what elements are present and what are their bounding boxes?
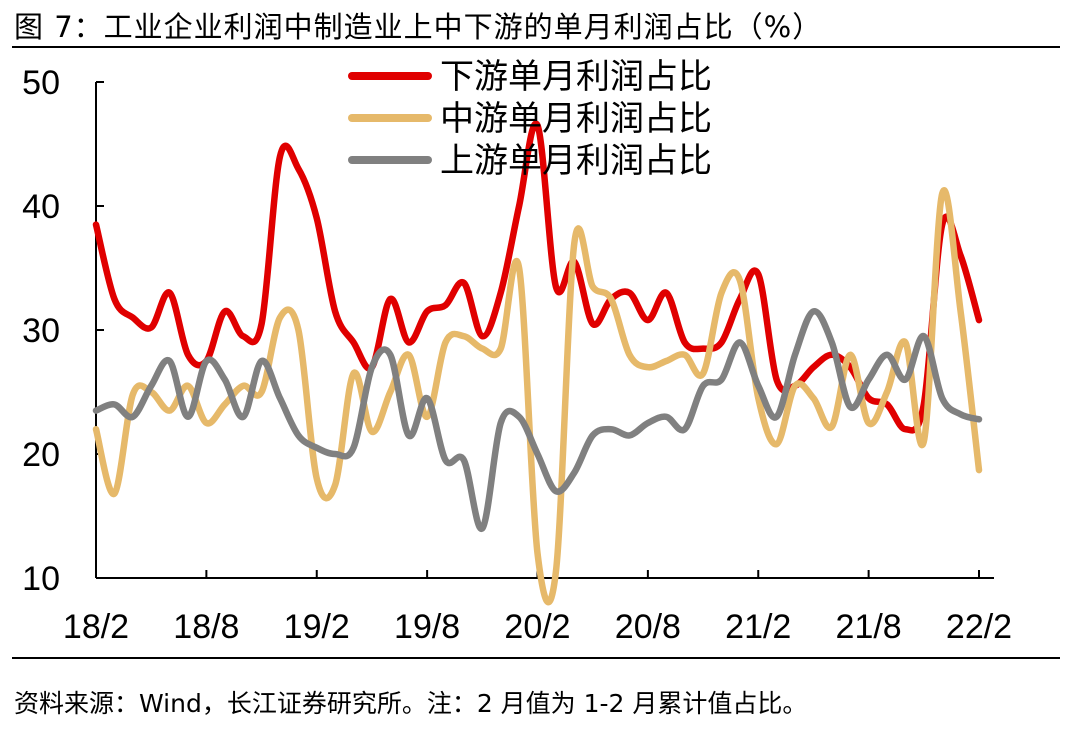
x-tick-label: 20/8 (615, 608, 681, 646)
y-tick-label: 30 (22, 312, 60, 350)
y-tick-label: 20 (22, 436, 60, 474)
series-line-upstream (92, 308, 983, 532)
chart-title: 图 7：工业企业利润中制造业上中下游的单月利润占比（%） (14, 10, 823, 44)
x-tick-label: 21/8 (836, 608, 902, 646)
footer-rule (12, 657, 1060, 659)
y-tick-label: 10 (22, 560, 60, 598)
x-tick-label: 19/8 (394, 608, 460, 646)
x-tick-label: 18/8 (173, 608, 239, 646)
legend-item-midstream-label: 中游单月利润占比 (440, 99, 712, 139)
line-chart: 10 20 30 40 50 18/2 18/8 19/2 19/8 20/2 20/8 21/2 21… (22, 57, 1012, 646)
x-tick-label: 18/2 (63, 608, 129, 646)
legend-item-downstream-label: 下游单月利润占比 (440, 57, 712, 97)
chart-axes: 10 20 30 40 50 18/2 18/8 19/2 19/8 20/2 20/8 21/2 21… (22, 64, 1012, 646)
x-tick-label: 21/2 (725, 608, 791, 646)
source-note: 资料来源：Wind，长江证券研究所。注：2 月值为 1-2 月累计值占比。 (14, 689, 808, 718)
y-tick-label: 50 (22, 64, 60, 102)
x-tick-label: 19/2 (284, 608, 350, 646)
y-tick-label: 40 (22, 188, 60, 226)
x-tick-label: 20/2 (504, 608, 570, 646)
title-rule (12, 46, 1060, 48)
series-line-midstream (92, 187, 983, 606)
chart-series (92, 120, 983, 606)
x-tick-label: 22/2 (946, 608, 1012, 646)
legend-item-upstream-label: 上游单月利润占比 (440, 141, 712, 181)
